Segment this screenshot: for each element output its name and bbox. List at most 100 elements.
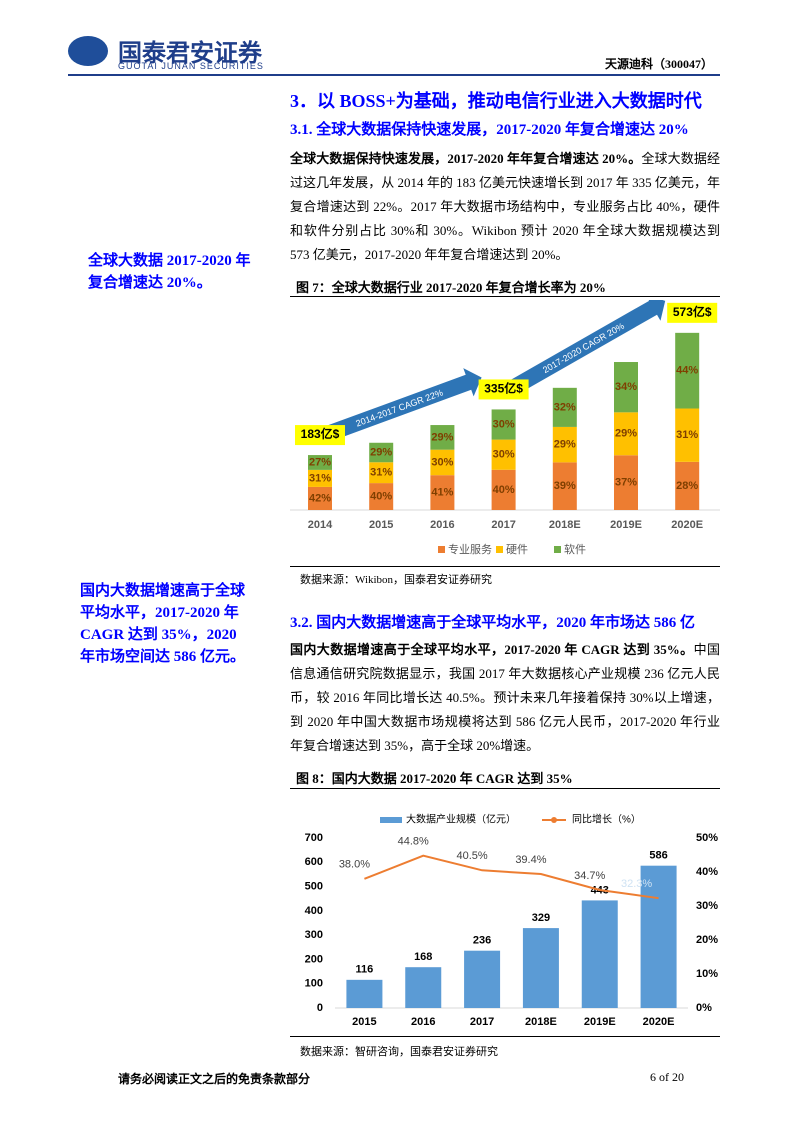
arrow: 2017-2020 CAGR 20% — [509, 300, 666, 395]
lead: 国内大数据增速高于全球平均水平，2017-2020 年 CAGR 达到 35%。 — [290, 642, 694, 657]
y2-tick-label: 40% — [696, 866, 718, 878]
x-tick-label: 2016 — [411, 1016, 435, 1028]
callout: 183亿$ — [301, 426, 340, 441]
section-title: 3．以 BOSS+为基础，推动电信行业进入大数据时代 — [290, 91, 702, 111]
data-label: 30% — [431, 456, 453, 468]
chart: 42% 31% 27% 2014 40% 31% 29% 2015 41% 30% 29% 2016 4… — [290, 300, 720, 556]
legend-label: 软件 — [564, 542, 586, 556]
header-rule — [68, 74, 720, 76]
bar-segment — [491, 409, 516, 440]
subsection-title: 3.2. 国内大数据增速高于全球平均水平，2020 年市场达 586 亿 — [290, 615, 696, 631]
bar-segment — [552, 462, 577, 510]
y2-tick-label: 20% — [696, 934, 718, 946]
bar-segment — [308, 469, 332, 487]
chart: 0 100 200 300 400 500 600 700 0% 10% 20% 30% 40% 50% 1… — [305, 813, 719, 1028]
callout-box — [478, 379, 529, 400]
data-label: 32% — [554, 401, 576, 413]
data-label: 29% — [431, 431, 453, 443]
data-label: 31% — [676, 429, 698, 441]
x-tick-label: 2019E — [610, 519, 642, 531]
y-tick-label: 700 — [305, 832, 323, 844]
bar — [581, 900, 618, 1008]
figure-rule — [290, 566, 720, 567]
bar-segment — [675, 461, 700, 510]
x-tick-label: 2018E — [525, 1016, 557, 1028]
callout: 573亿$ — [673, 304, 712, 319]
data-label: 44% — [676, 365, 698, 377]
bar-segment — [430, 449, 455, 476]
legend-label: 专业服务 — [448, 542, 492, 556]
legend-swatch — [551, 817, 557, 823]
bar-segment — [491, 439, 516, 470]
logo-cn: 国泰君安证券 — [118, 39, 262, 67]
data-label: 40.5% — [456, 850, 487, 862]
data-label: 42% — [309, 492, 331, 504]
annotation: 2017-2020 CAGR 20% — [541, 321, 626, 375]
arrow-shape — [509, 300, 666, 395]
bar-segment — [552, 387, 577, 427]
bar-segment — [614, 362, 638, 413]
bar-segment — [308, 455, 332, 470]
y-tick-label: 300 — [305, 929, 323, 941]
data-label: 586 — [649, 850, 667, 862]
y2-tick-label: 30% — [696, 900, 718, 912]
x-tick-label: 2020E — [671, 519, 703, 531]
data-label: 40% — [493, 484, 515, 496]
line — [364, 854, 659, 900]
data-label: 31% — [309, 472, 331, 484]
x-tick-label: 2017 — [491, 519, 515, 531]
body: 全球大数据经过这几年发展，从 2014 年的 183 亿美元快速增长到 2017… — [290, 151, 720, 262]
x-tick-label: 2018E — [549, 519, 581, 531]
data-label: 27% — [309, 456, 331, 468]
y-tick-label: 200 — [305, 953, 323, 965]
data-label: 40% — [370, 490, 392, 502]
legend-swatch — [380, 817, 402, 823]
legend-label: 大数据产业规模（亿元） — [406, 813, 516, 826]
legend-label: 硬件 — [506, 543, 528, 556]
x-tick-label: 2019E — [584, 1016, 616, 1028]
legend-label: 同比增长（%） — [572, 813, 641, 826]
source: 数据来源：Wikibon，国泰君安证券研究 — [300, 574, 493, 586]
data-label: 37% — [615, 477, 637, 489]
bar-segment — [369, 483, 394, 510]
data-label: 39% — [554, 480, 576, 492]
bar-segment — [675, 408, 700, 462]
annotation: 2014-2017 CAGR 22% — [354, 387, 444, 428]
disclaimer: 请务必阅读正文之后的免责条款部分 — [118, 1072, 311, 1086]
bar — [346, 979, 383, 1008]
data-label: 30% — [493, 449, 515, 461]
y2-tick-label: 10% — [696, 968, 718, 980]
bar-segment — [552, 426, 577, 463]
data-label: 28% — [676, 480, 698, 492]
data-label: 236 — [473, 935, 491, 947]
callout-box — [667, 302, 718, 323]
data-label: 39.4% — [515, 854, 546, 866]
data-label: 38.0% — [339, 859, 370, 871]
logo — [68, 36, 108, 66]
bar — [405, 967, 442, 1008]
arrow: 2014-2017 CAGR 22% — [327, 368, 482, 441]
lead: 全球大数据保持快速发展，2017-2020 年年复合增速达 20%。 — [290, 151, 642, 166]
bar-segment — [491, 469, 516, 510]
x-tick-label: 2014 — [308, 519, 333, 531]
legend-swatch — [496, 546, 503, 553]
x-tick-label: 2016 — [430, 519, 454, 531]
bar-segment — [430, 475, 455, 510]
data-label: 44.8% — [398, 836, 429, 848]
figure-rule — [290, 296, 720, 297]
data-label: 34.7% — [574, 870, 605, 882]
figure-title: 图 7：全球大数据行业 2017-2020 年复合增长率为 20% — [296, 280, 606, 295]
paragraph: 全球大数据保持快速发展，2017-2020 年年复合增速达 20%。全球大数据经… — [290, 147, 720, 267]
data-label: 168 — [414, 951, 432, 963]
bar — [522, 928, 559, 1008]
figure-title: 图 8：国内大数据 2017-2020 年 CAGR 达到 35% — [296, 771, 573, 786]
data-label: 30% — [493, 418, 515, 430]
paragraph: 国内大数据增速高于全球平均水平，2017-2020 年 CAGR 达到 35%。… — [290, 638, 720, 758]
body: 中国信息通信研究院数据显示，我国 2017 年大数据核心产业规模 236 亿元人… — [290, 642, 720, 753]
data-label: 34% — [615, 381, 637, 393]
y2-tick-label: 0% — [696, 1002, 712, 1014]
data-label: 29% — [370, 446, 392, 458]
data-label: 31% — [370, 467, 392, 479]
callout-box — [295, 425, 345, 446]
